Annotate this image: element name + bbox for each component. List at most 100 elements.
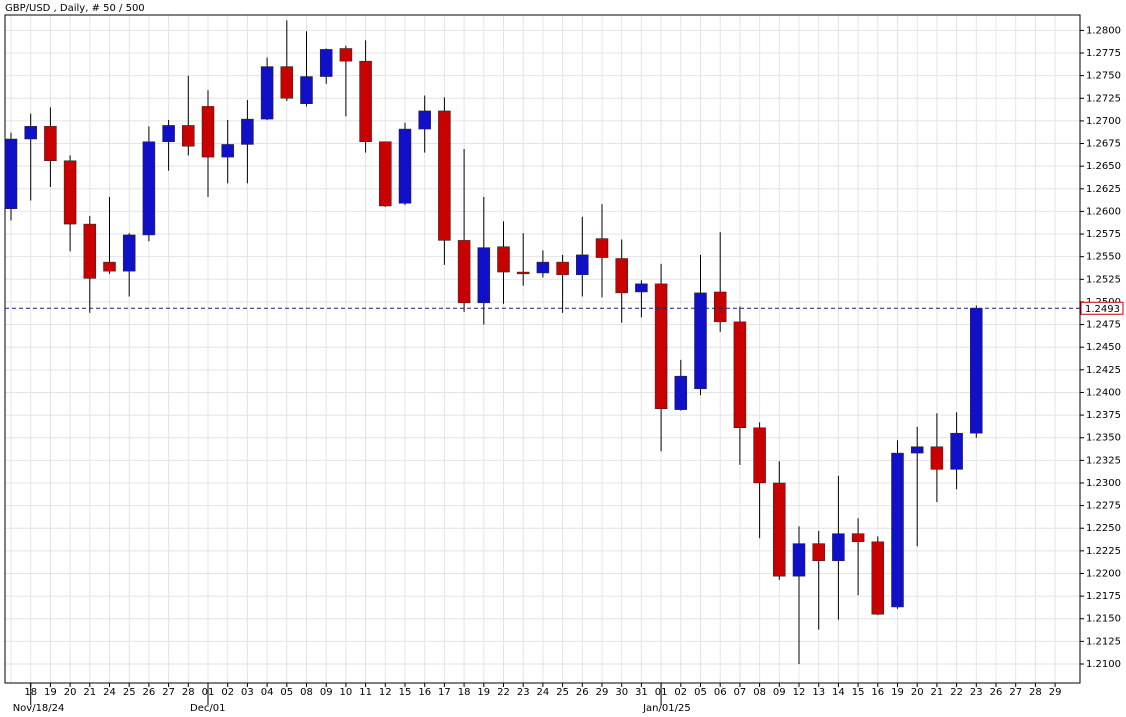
candle-body bbox=[635, 283, 648, 293]
x-tick-label: 11 bbox=[359, 687, 372, 698]
y-tick-label: 1.2400 bbox=[1086, 387, 1121, 398]
x-tick-label: 07 bbox=[734, 687, 747, 698]
y-tick-label: 1.2125 bbox=[1086, 636, 1121, 647]
date-label: Nov/18/24 bbox=[13, 703, 65, 714]
x-tick-label: 12 bbox=[379, 687, 392, 698]
y-tick-label: 1.2525 bbox=[1086, 274, 1121, 285]
candle-body bbox=[4, 138, 18, 209]
x-tick-label: 06 bbox=[714, 687, 727, 698]
candle-body bbox=[792, 543, 806, 577]
candle-body bbox=[595, 238, 609, 258]
x-tick-label: 26 bbox=[143, 687, 156, 698]
x-tick-label: 24 bbox=[103, 687, 116, 698]
candle-body bbox=[260, 66, 274, 120]
candle-body bbox=[832, 533, 845, 562]
x-tick-label: 30 bbox=[615, 687, 628, 698]
y-tick-label: 1.2725 bbox=[1086, 93, 1121, 104]
x-tick-label: 13 bbox=[812, 687, 825, 698]
candle-body bbox=[162, 125, 175, 142]
candle-body bbox=[241, 118, 254, 145]
y-tick-label: 1.2550 bbox=[1086, 252, 1121, 263]
candle-body bbox=[398, 128, 412, 204]
y-tick-label: 1.2100 bbox=[1086, 659, 1121, 670]
candle-body bbox=[103, 261, 116, 272]
candle-body bbox=[497, 246, 510, 273]
candle-body bbox=[694, 292, 707, 390]
x-tick-label: 24 bbox=[537, 687, 550, 698]
candle-body bbox=[851, 533, 865, 543]
y-tick-label: 1.2800 bbox=[1086, 25, 1121, 36]
last-price-box bbox=[1080, 301, 1124, 315]
candle-body bbox=[536, 261, 550, 274]
candle-body bbox=[83, 223, 97, 279]
x-tick-label: 15 bbox=[852, 687, 865, 698]
x-tick-label: 16 bbox=[418, 687, 431, 698]
y-tick-label: 1.2275 bbox=[1086, 501, 1121, 512]
x-tick-label: 26 bbox=[990, 687, 1003, 698]
x-tick-label: 05 bbox=[280, 687, 293, 698]
x-tick-label: 23 bbox=[517, 687, 530, 698]
x-tick-label: 17 bbox=[438, 687, 451, 698]
y-tick-label: 1.2675 bbox=[1086, 139, 1121, 150]
y-tick-label: 1.2650 bbox=[1086, 161, 1121, 172]
x-tick-label: 29 bbox=[1049, 687, 1062, 698]
candle-body bbox=[556, 261, 569, 276]
x-tick-label: 19 bbox=[477, 687, 490, 698]
x-tick-label: 28 bbox=[182, 687, 195, 698]
x-tick-label: 19 bbox=[891, 687, 904, 698]
y-tick-label: 1.2250 bbox=[1086, 523, 1121, 534]
y-tick-label: 1.2300 bbox=[1086, 478, 1121, 489]
x-tick-label: 19 bbox=[44, 687, 57, 698]
x-tick-label: 27 bbox=[1009, 687, 1022, 698]
y-tick-label: 1.2375 bbox=[1086, 410, 1121, 421]
x-tick-label: 20 bbox=[64, 687, 77, 698]
x-tick-label: 09 bbox=[320, 687, 333, 698]
candle-body bbox=[63, 160, 77, 225]
x-tick-label: 08 bbox=[753, 687, 766, 698]
candle-body bbox=[457, 240, 471, 304]
x-tick-label: 22 bbox=[497, 687, 510, 698]
y-tick-label: 1.2750 bbox=[1086, 71, 1121, 82]
candle-body bbox=[516, 271, 530, 275]
x-tick-label: 08 bbox=[300, 687, 313, 698]
x-tick-label: 04 bbox=[261, 687, 274, 698]
x-tick-label: 10 bbox=[340, 687, 353, 698]
candle-body bbox=[576, 254, 589, 276]
candle-body bbox=[24, 126, 37, 140]
y-tick-label: 1.2175 bbox=[1086, 591, 1121, 602]
candle-body bbox=[221, 144, 234, 158]
candle-body bbox=[379, 141, 392, 207]
x-tick-label: 25 bbox=[556, 687, 569, 698]
x-tick-label: 14 bbox=[832, 687, 845, 698]
x-tick-label: 28 bbox=[1029, 687, 1042, 698]
y-tick-label: 1.2600 bbox=[1086, 206, 1121, 217]
x-tick-label: 15 bbox=[399, 687, 412, 698]
y-tick-label: 1.2200 bbox=[1086, 568, 1121, 579]
y-tick-label: 1.2575 bbox=[1086, 229, 1121, 240]
y-tick-label: 1.2350 bbox=[1086, 433, 1121, 444]
x-tick-label: 22 bbox=[950, 687, 963, 698]
x-tick-label: 21 bbox=[931, 687, 944, 698]
y-tick-label: 1.2150 bbox=[1086, 614, 1121, 625]
date-label: Jan/01/25 bbox=[642, 703, 691, 714]
candle-body bbox=[359, 60, 372, 142]
x-tick-label: 02 bbox=[221, 687, 234, 698]
x-tick-label: 21 bbox=[83, 687, 96, 698]
candle-body bbox=[339, 48, 353, 62]
date-label: Dec/01 bbox=[190, 703, 225, 714]
candle-body bbox=[300, 76, 313, 104]
x-tick-label: 25 bbox=[123, 687, 136, 698]
candle-body bbox=[812, 543, 825, 562]
candle-body bbox=[753, 427, 766, 484]
y-tick-label: 1.2450 bbox=[1086, 342, 1121, 353]
candle-body bbox=[713, 291, 727, 323]
y-tick-label: 1.2325 bbox=[1086, 455, 1121, 466]
x-tick-label: 09 bbox=[773, 687, 786, 698]
candle-body bbox=[438, 110, 451, 241]
candle-body bbox=[674, 375, 688, 410]
x-tick-label: 05 bbox=[694, 687, 707, 698]
y-tick-label: 1.2700 bbox=[1086, 116, 1121, 127]
candle-body bbox=[418, 110, 431, 130]
